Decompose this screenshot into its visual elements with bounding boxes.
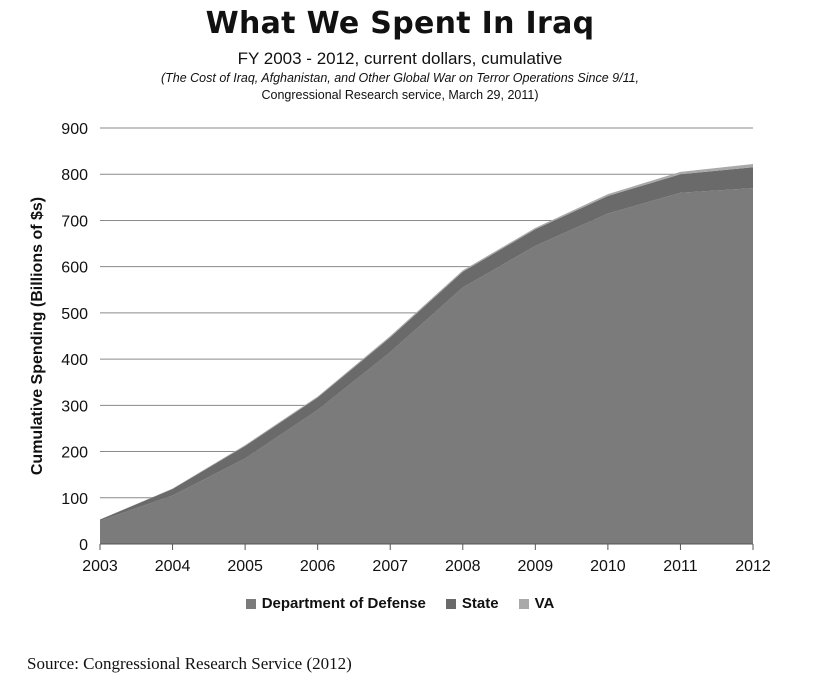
legend-label-department-of-defense: Department of Defense: [261, 595, 426, 612]
x-tick-label: 2005: [227, 558, 263, 575]
y-tick-label: 500: [61, 306, 88, 323]
y-tick-label: 900: [61, 121, 88, 138]
footer-source: Source: Congressional Research Service (…: [27, 654, 352, 673]
x-tick-label: 2006: [300, 558, 336, 575]
legend-swatch-department-of-defense: [245, 598, 256, 609]
x-tick-label: 2003: [82, 558, 118, 575]
legend-swatch-va: [518, 598, 529, 609]
chart-source-citation-line1: (The Cost of Iraq, Afghanistan, and Othe…: [160, 71, 640, 85]
legend-item-va: VA: [518, 595, 555, 612]
y-tick-label: 800: [61, 167, 88, 184]
legend-item-state: State: [445, 595, 499, 612]
x-tick-label: 2004: [155, 558, 191, 575]
legend-label-va: VA: [534, 595, 555, 612]
y-tick-label: 200: [61, 445, 88, 462]
chart-title: What We Spent In Iraq: [205, 6, 595, 41]
y-axis-title: Cumulative Spending (Billions of $s): [29, 197, 46, 475]
legend-item-department-of-defense: Department of Defense: [245, 595, 426, 612]
legend-swatch-state: [445, 598, 456, 609]
x-tick-label: 2010: [590, 558, 626, 575]
chart-source-citation-line2: Congressional Research service, March 29…: [261, 88, 539, 102]
x-tick-label: 2007: [372, 558, 408, 575]
y-tick-label: 0: [79, 537, 88, 554]
y-tick-label: 600: [61, 260, 88, 277]
x-tick-label: 2008: [445, 558, 481, 575]
area-chart: 0 100 200 300 400 500 600 700 800 900 2003 2004 2005…: [29, 121, 771, 575]
x-tick-label: 2009: [518, 558, 554, 575]
y-tick-label: 400: [61, 352, 88, 369]
area-series-department-of-defense: [100, 188, 753, 544]
x-tick-label: 2012: [735, 558, 771, 575]
stacked-areas: [100, 164, 753, 544]
x-tick-label: 2011: [663, 558, 698, 575]
axes: 0 100 200 300 400 500 600 700 800 900 2003 2004 2005…: [61, 121, 771, 575]
y-tick-label: 700: [61, 213, 88, 230]
legend-label-state: State: [461, 595, 499, 612]
legend: Department of Defense State VA: [0, 595, 800, 612]
y-tick-label: 300: [61, 398, 88, 415]
chart-subtitle: FY 2003 - 2012, current dollars, cumulat…: [237, 49, 563, 68]
y-tick-label: 100: [61, 491, 88, 508]
